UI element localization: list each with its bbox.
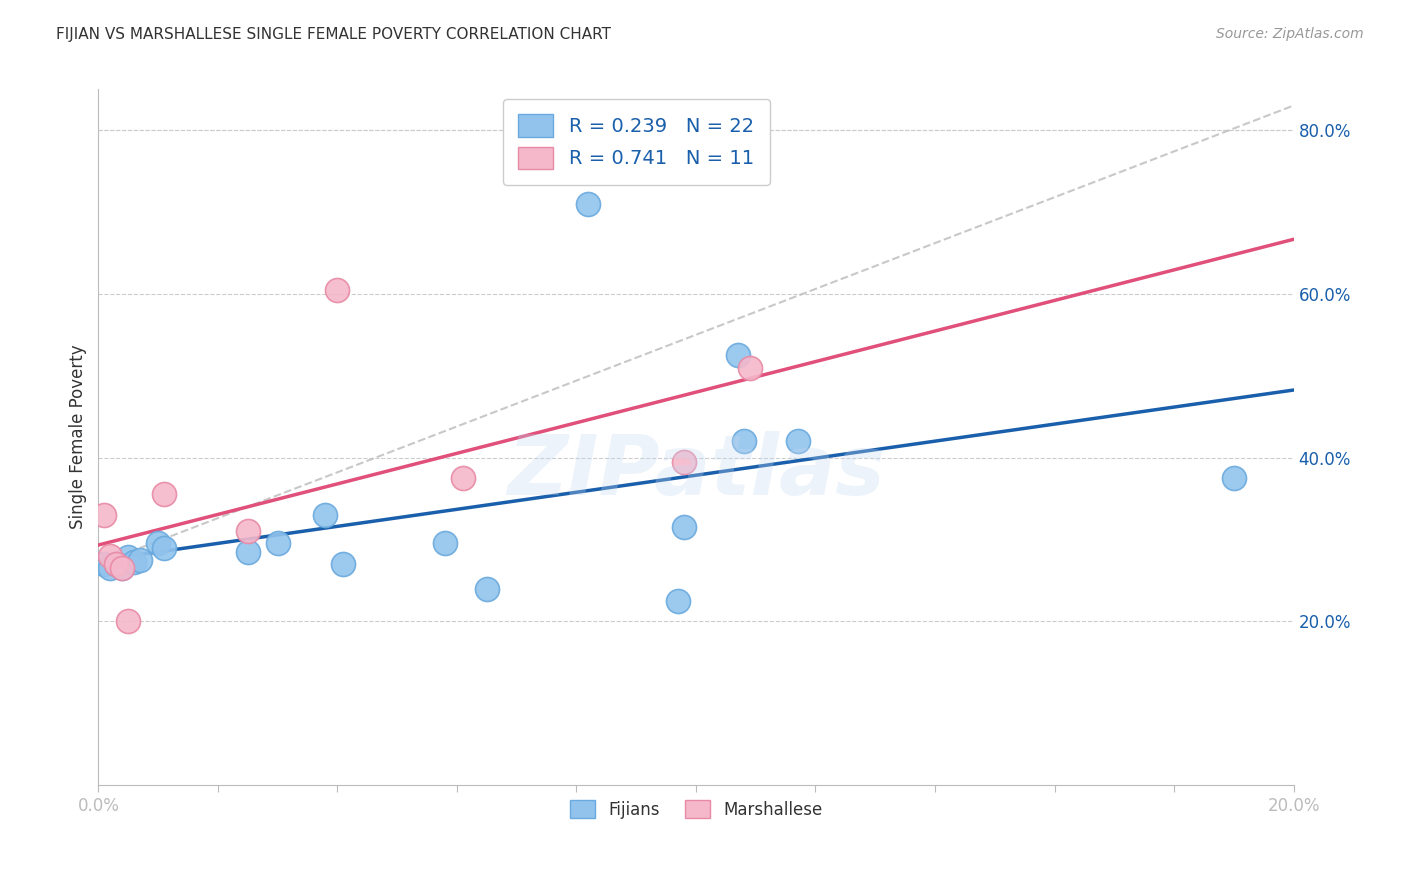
- Point: [236, 544, 259, 558]
- Point: [129, 553, 152, 567]
- Point: [315, 508, 337, 522]
- Point: [105, 557, 128, 571]
- Point: [673, 520, 696, 534]
- Point: [153, 541, 176, 555]
- Point: [738, 360, 761, 375]
- Point: [326, 283, 349, 297]
- Point: [111, 561, 134, 575]
- Point: [124, 555, 146, 569]
- Point: [117, 550, 139, 565]
- Point: [111, 561, 134, 575]
- Point: [236, 524, 259, 539]
- Point: [727, 348, 749, 362]
- Text: ZIPatlas: ZIPatlas: [508, 432, 884, 512]
- Y-axis label: Single Female Poverty: Single Female Poverty: [69, 345, 87, 529]
- Point: [332, 557, 354, 571]
- Point: [578, 196, 600, 211]
- Point: [673, 455, 696, 469]
- Point: [153, 487, 176, 501]
- Point: [93, 508, 115, 522]
- Point: [733, 434, 755, 449]
- Point: [98, 561, 122, 575]
- Point: [475, 582, 498, 596]
- Point: [434, 536, 457, 550]
- Legend: Fijians, Marshallese: Fijians, Marshallese: [562, 794, 830, 825]
- Point: [117, 614, 139, 628]
- Point: [666, 594, 689, 608]
- Point: [1223, 471, 1246, 485]
- Text: FIJIAN VS MARSHALLESE SINGLE FEMALE POVERTY CORRELATION CHART: FIJIAN VS MARSHALLESE SINGLE FEMALE POVE…: [56, 27, 612, 42]
- Point: [93, 557, 115, 571]
- Point: [267, 536, 290, 550]
- Point: [98, 549, 122, 563]
- Point: [148, 536, 170, 550]
- Text: Source: ZipAtlas.com: Source: ZipAtlas.com: [1216, 27, 1364, 41]
- Point: [451, 471, 474, 485]
- Point: [786, 434, 808, 449]
- Point: [105, 557, 128, 571]
